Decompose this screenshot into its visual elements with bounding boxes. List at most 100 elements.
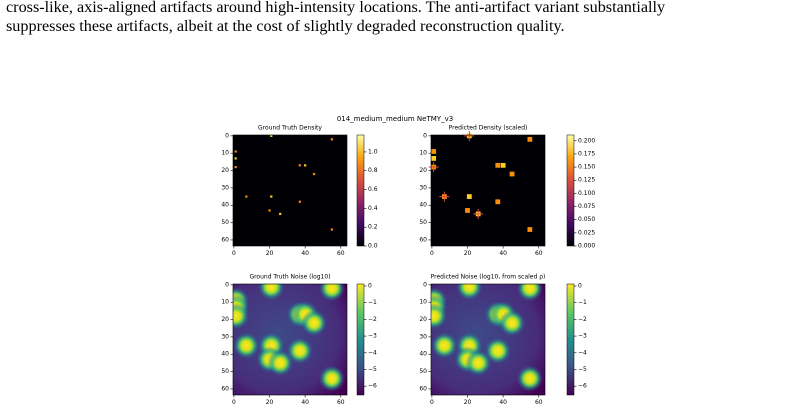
y-tick-label: 40 xyxy=(221,351,229,358)
blob xyxy=(456,284,483,300)
heatmap-spot xyxy=(527,227,533,232)
heatmap-spot xyxy=(304,164,307,167)
heatmap-spot xyxy=(495,162,501,168)
colorbar-tick-label: −6 xyxy=(578,383,587,390)
x-tick-label: 20 xyxy=(464,399,472,406)
blob xyxy=(267,349,294,376)
colorbar-tick-label: 0.200 xyxy=(578,137,595,144)
blob xyxy=(516,284,543,302)
colorbar-tick-label: 0.4 xyxy=(368,205,378,212)
blob xyxy=(484,337,511,364)
x-tick-label: 20 xyxy=(464,250,472,257)
y-tick-label: 0 xyxy=(423,132,427,139)
colorbar xyxy=(566,283,575,396)
y-tick-label: 60 xyxy=(221,236,229,243)
y-tick-label: 10 xyxy=(221,299,229,306)
blob xyxy=(286,337,313,364)
x-tick-label: 0 xyxy=(232,250,236,257)
blob xyxy=(301,310,328,337)
heatmap-spot xyxy=(509,171,515,177)
blob xyxy=(516,365,543,392)
suptitle: 014_medium_medium NeTMY_v3 xyxy=(337,115,453,123)
heatmap-spot xyxy=(279,212,282,216)
blob xyxy=(318,365,345,392)
heatmap-spot xyxy=(431,149,437,154)
heatmap-spot xyxy=(298,200,301,203)
heatmap-spot xyxy=(527,136,533,142)
colorbar-tick-label: 0 xyxy=(578,283,582,290)
heatmap-spot xyxy=(270,195,273,198)
y-tick-label: 60 xyxy=(419,385,427,392)
blob xyxy=(431,303,447,330)
heatmap-spot xyxy=(268,209,271,212)
colorbar-tick-label: 0.100 xyxy=(578,190,595,197)
colorbar-tick-label: −3 xyxy=(368,333,377,340)
blob xyxy=(233,332,260,359)
colorbar-tick-label: 0 xyxy=(368,283,372,290)
heatmap-spot xyxy=(234,165,237,169)
x-tick-label: 0 xyxy=(430,250,434,257)
heatmap-spot xyxy=(330,228,333,231)
x-tick-label: 40 xyxy=(499,399,507,406)
panel-title: Ground Truth Noise (log10) xyxy=(249,274,330,281)
x-tick-label: 0 xyxy=(430,399,434,406)
colorbar-tick-label: −6 xyxy=(368,383,377,390)
y-tick-label: 0 xyxy=(225,132,229,139)
colorbar-tick-label: −4 xyxy=(578,349,587,356)
blob xyxy=(233,303,249,330)
axes-frame xyxy=(232,283,348,396)
colorbar-tick-label: 0.025 xyxy=(578,229,595,236)
colorbar-tick-label: −1 xyxy=(368,299,377,306)
artifact xyxy=(468,130,470,141)
artifact xyxy=(477,208,479,219)
y-tick-label: 20 xyxy=(419,316,427,323)
heatmap-spot xyxy=(245,195,248,198)
x-tick-label: 40 xyxy=(301,399,309,406)
y-tick-label: 30 xyxy=(221,184,229,191)
y-tick-label: 40 xyxy=(221,202,229,209)
blob xyxy=(318,284,345,302)
blobs xyxy=(431,284,543,392)
text-line: cross-like, axis-aligned artifacts aroun… xyxy=(6,0,666,16)
y-tick-label: 30 xyxy=(221,333,229,340)
heatmap-image xyxy=(233,135,347,246)
colorbar-tick-label: −5 xyxy=(368,366,377,373)
colorbar-tick-label: 0.6 xyxy=(368,186,378,193)
axes-frame xyxy=(430,134,546,247)
heatmap-spot xyxy=(298,164,301,167)
colorbar-tick-label: 0.2 xyxy=(368,224,378,231)
colorbar-tick-label: 0.125 xyxy=(578,177,595,184)
y-tick-label: 20 xyxy=(221,167,229,174)
blob xyxy=(499,310,526,337)
colorbar xyxy=(566,134,575,247)
panel-title: Ground Truth Density xyxy=(258,125,322,132)
x-tick-label: 20 xyxy=(266,399,274,406)
colorbar-tick-label: −5 xyxy=(578,366,587,373)
y-tick-label: 10 xyxy=(419,150,427,157)
colorbar xyxy=(356,283,365,396)
axes-frame xyxy=(430,283,546,396)
y-tick-label: 10 xyxy=(419,299,427,306)
y-tick-label: 50 xyxy=(221,219,229,226)
heatmap-spot xyxy=(234,150,237,153)
blob xyxy=(465,349,492,376)
x-tick-label: 60 xyxy=(337,250,345,257)
colorbar-tick-label: −3 xyxy=(578,333,587,340)
blob xyxy=(431,332,458,359)
heatmap-spot xyxy=(500,162,506,168)
heatmap-spot xyxy=(465,208,470,213)
x-tick-label: 0 xyxy=(232,399,236,406)
y-tick-label: 30 xyxy=(419,333,427,340)
y-tick-label: 40 xyxy=(419,202,427,209)
artifact xyxy=(433,162,435,173)
y-tick-label: 50 xyxy=(419,219,427,226)
blobs xyxy=(233,284,345,392)
y-tick-label: 0 xyxy=(225,281,229,288)
heatmap-spot xyxy=(495,199,501,205)
y-tick-label: 0 xyxy=(423,281,427,288)
colorbar xyxy=(356,134,365,247)
colorbar-tick-label: 0.0 xyxy=(368,243,378,250)
heatmap-spot xyxy=(270,134,273,137)
